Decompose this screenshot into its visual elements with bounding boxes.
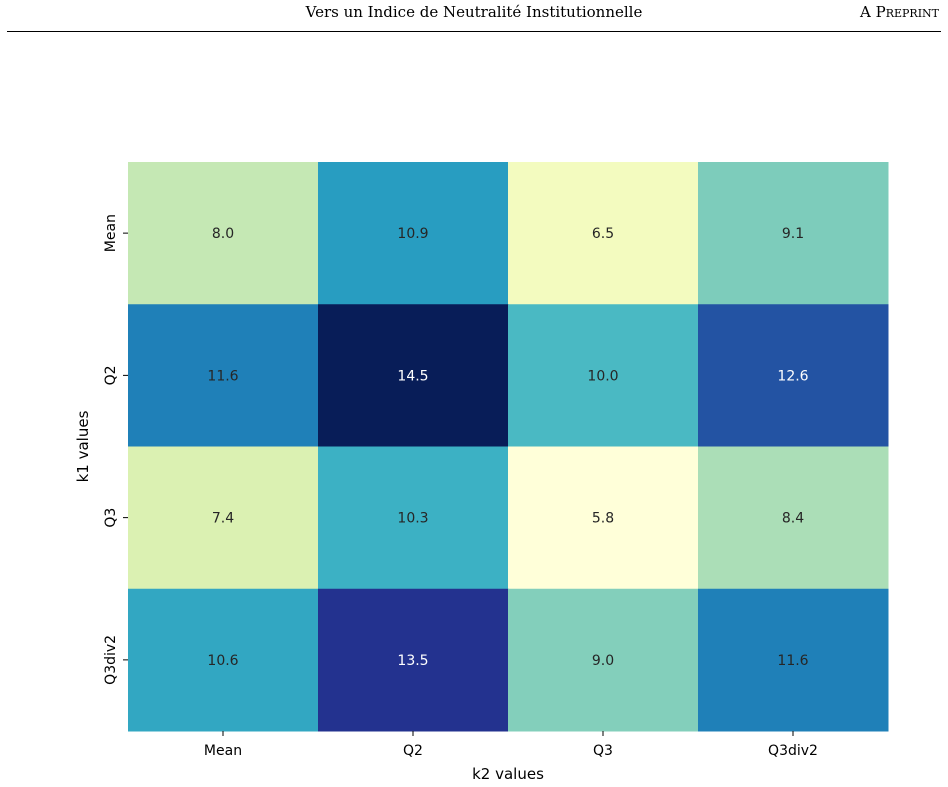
x-tick-label: Q3 — [593, 743, 613, 759]
y-tick-label: Q3 — [103, 508, 119, 528]
heatmap-cell — [128, 588, 319, 732]
cell-value-label: 11.6 — [777, 653, 808, 669]
heatmap-cell — [698, 162, 889, 305]
cell-value-label: 14.5 — [397, 368, 428, 384]
heatmap-cell — [318, 162, 509, 305]
heatmap-cell — [318, 446, 509, 590]
heatmap-cell — [698, 446, 889, 590]
cell-value-label: 13.5 — [397, 653, 428, 669]
y-tick-label: Q2 — [103, 365, 119, 385]
heatmap-cell — [128, 304, 319, 447]
header-rule — [7, 31, 941, 32]
cell-value-label: 9.0 — [592, 653, 614, 669]
cell-value-label: 10.3 — [397, 511, 428, 527]
cell-value-label: 5.8 — [592, 511, 614, 527]
heatmap-cell — [318, 588, 509, 732]
running-title: Vers un Indice de Neutralité Institution… — [305, 3, 643, 21]
heatmap-cell — [508, 304, 699, 447]
y-axis-label: k1 values — [74, 410, 92, 482]
cell-value-label: 7.4 — [212, 511, 234, 527]
y-tick-label: Q3div2 — [103, 635, 119, 685]
x-tick-label: Mean — [204, 743, 242, 759]
x-tick-label: Q3div2 — [768, 743, 818, 759]
heatmap-ticks: Mean Q2 Q3 Q3div2 Mean Q2 Q3 Q3div2 — [103, 214, 818, 759]
y-tick-label: Mean — [103, 214, 119, 252]
heatmap-cell — [128, 162, 319, 305]
heatmap-cell — [318, 304, 509, 447]
preprint-label: A Preprint — [860, 3, 939, 21]
cell-value-label: 8.4 — [782, 511, 804, 527]
heatmap-cell — [508, 588, 699, 732]
heatmap-cells: 8.0 10.9 6.5 9.1 11.6 14.5 10.0 12.6 7.4 10.3 5.8 8… — [128, 162, 889, 732]
cell-value-label: 10.9 — [397, 226, 428, 242]
cell-value-label: 10.0 — [587, 368, 618, 384]
x-tick-label: Q2 — [403, 743, 423, 759]
heatmap-cell — [508, 162, 699, 305]
cell-value-label: 12.6 — [777, 368, 808, 384]
cell-value-label: 10.6 — [207, 653, 238, 669]
heatmap-cell — [508, 446, 699, 590]
cell-value-label: 11.6 — [207, 368, 238, 384]
cell-value-label: 8.0 — [212, 226, 234, 242]
heatmap-cell — [128, 446, 319, 590]
cell-value-label: 9.1 — [782, 226, 804, 242]
x-axis-label: k2 values — [472, 765, 544, 783]
page-header: Vers un Indice de Neutralité Institution… — [0, 0, 948, 36]
cell-value-label: 6.5 — [592, 226, 614, 242]
heatmap-cell — [698, 304, 889, 447]
heatmap-cell — [698, 588, 889, 732]
